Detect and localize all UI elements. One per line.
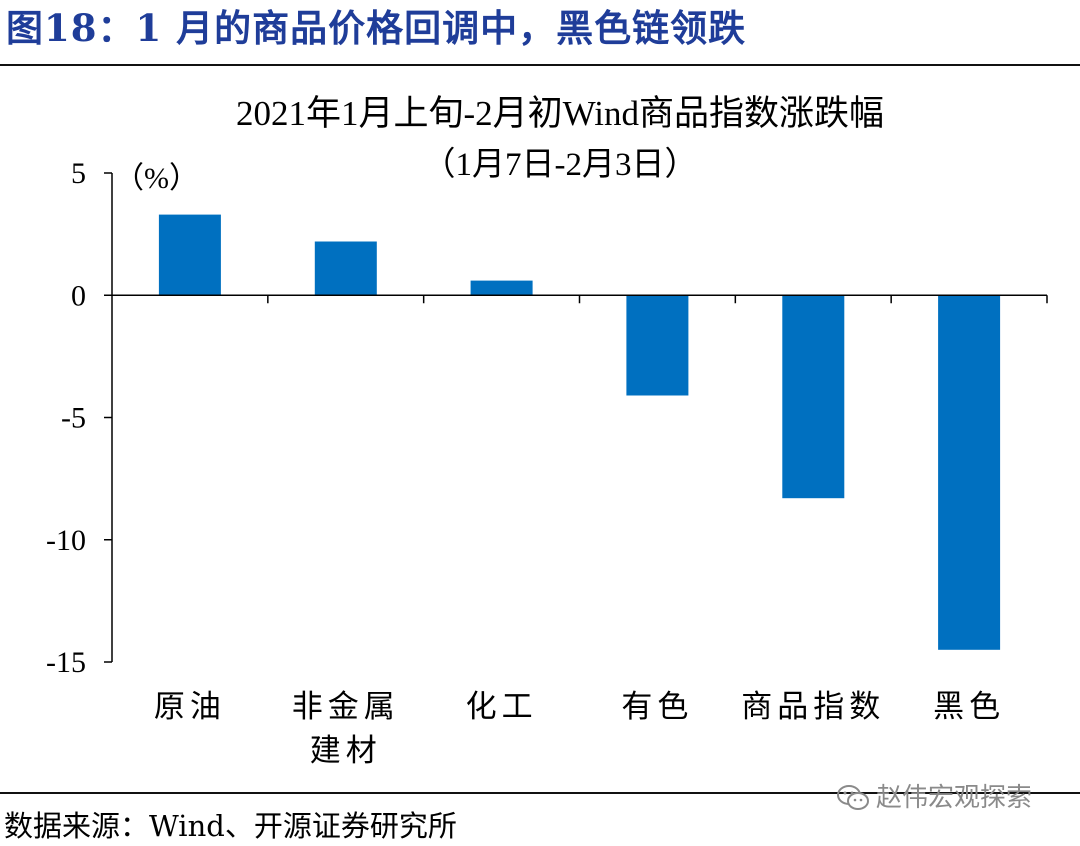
x-tick-label: 非金属 xyxy=(292,689,400,724)
figure-label: 图18： xyxy=(6,6,136,50)
watermark-text: 赵伟宏观探索 xyxy=(876,783,1033,813)
y-axis: 5 0 -5 -10 -15 xyxy=(46,157,113,679)
bar-5 xyxy=(782,295,845,499)
y-tick-label: -10 xyxy=(46,524,86,557)
x-tick-label: 化工 xyxy=(466,689,538,724)
y-tick-label: -15 xyxy=(46,646,86,679)
figure-title: 图18：1 月的商品价格回调中，黑色链领跌 xyxy=(6,2,746,54)
source-divider xyxy=(0,792,1080,794)
watermark: 赵伟宏观探索 xyxy=(836,778,1032,818)
y-tick-label: 0 xyxy=(71,279,86,312)
y-unit-label: （%） xyxy=(114,162,199,195)
y-tick-label: 5 xyxy=(71,157,86,190)
x-tick-label: 有色 xyxy=(621,689,693,724)
x-axis xyxy=(112,294,1048,304)
wechat-icon xyxy=(837,785,869,810)
bar-3 xyxy=(470,280,533,296)
x-tick-label: 黑色 xyxy=(933,689,1005,724)
bar-6 xyxy=(938,295,1001,650)
bar-1 xyxy=(158,214,221,296)
y-tick-label: -5 xyxy=(61,402,86,435)
bar-4 xyxy=(626,295,689,396)
data-source: 数据来源：Wind、开源证券研究所 xyxy=(4,809,457,843)
title-divider xyxy=(0,64,1080,66)
bar-2 xyxy=(314,241,377,296)
bars-group xyxy=(158,214,1001,650)
x-tick-label: 建材 xyxy=(310,733,382,768)
chart-subtitle: （1月7日-2月3日） xyxy=(423,147,698,183)
x-tick-label: 原油 xyxy=(154,689,226,724)
x-tick-label: 商品指数 xyxy=(741,689,885,724)
figure-heading: 1 月的商品价格回调中，黑色链领跌 xyxy=(135,6,747,50)
chart-title: 2021年1月上旬-2月初Wind商品指数涨跌幅 xyxy=(236,94,884,133)
